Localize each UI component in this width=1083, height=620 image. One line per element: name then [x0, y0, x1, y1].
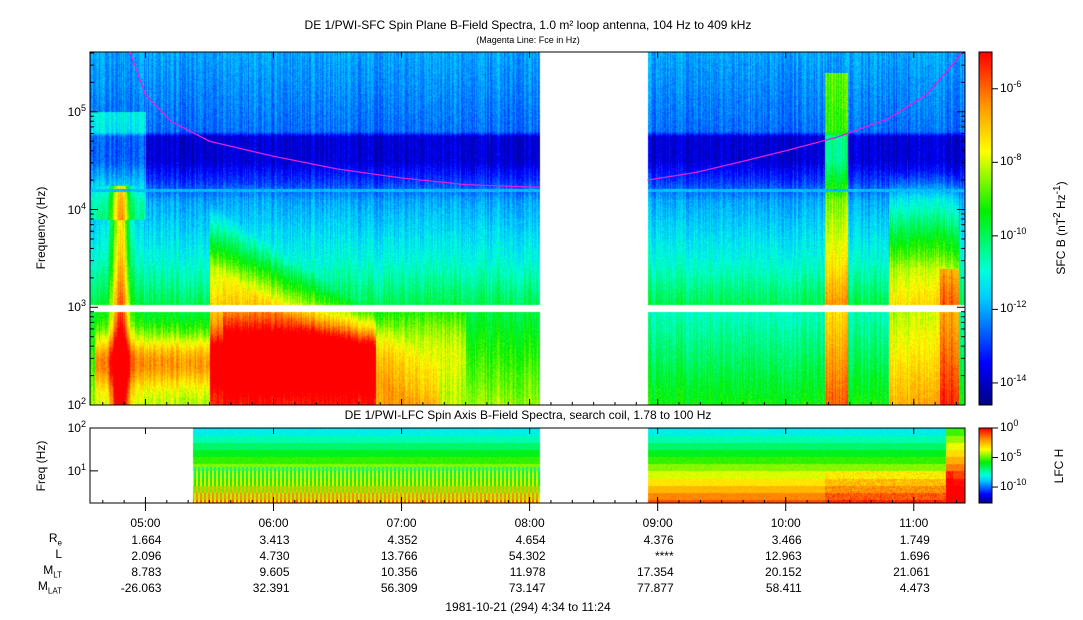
- plot-frame: [89, 51, 966, 406]
- colorbar-frame: [978, 427, 993, 504]
- top-panel-subtitle: (Magenta Line: Fce in Hz): [476, 35, 580, 45]
- ephemeris-value: 4.654: [515, 533, 546, 547]
- ephemeris-row-label: MLT: [43, 563, 62, 580]
- ephemeris-value: 32.391: [252, 581, 290, 595]
- ephemeris-value: 20.152: [765, 565, 802, 579]
- y-tick-label: 105: [67, 102, 86, 119]
- sfc-spectrogram: [90, 52, 965, 405]
- ephemeris-value: -26.063: [120, 581, 162, 595]
- ephemeris-value: 1.749: [899, 533, 930, 547]
- ephemeris-label-sub: LAT: [47, 586, 62, 596]
- y-axis-label: Frequency (Hz): [34, 186, 48, 270]
- y-tick-label: 103: [67, 298, 86, 315]
- ephemeris-value: 8.783: [131, 565, 162, 579]
- tick-exponent: -6: [1013, 78, 1022, 89]
- tick-exponent: -8: [1013, 152, 1022, 163]
- lfc-y-tick-label: 101: [67, 461, 86, 478]
- y-tick-label: 104: [67, 200, 86, 217]
- ephemeris-label-sub: LT: [53, 570, 62, 580]
- colorbar-tick-label: 10-8: [1000, 152, 1022, 169]
- ephemeris-value: ****: [654, 549, 674, 563]
- tick-exponent: 4: [80, 200, 86, 211]
- cb-label-mid: Hz: [1054, 194, 1068, 213]
- lfc-colorbar-label: LFC H: [1052, 448, 1066, 484]
- ephemeris-label-sub: e: [57, 538, 62, 548]
- plot-frame: [89, 427, 966, 504]
- ephemeris-value: 56.309: [380, 581, 418, 595]
- colorbar-tick-label: 10-12: [1000, 299, 1027, 316]
- fce-line-right: [647, 51, 963, 181]
- ephemeris-value: 58.411: [765, 581, 802, 595]
- ephemeris-value: 54.302: [508, 549, 546, 563]
- ephemeris-value: 1.696: [899, 549, 930, 563]
- ephemeris-value: 4.352: [387, 533, 418, 547]
- tick-exponent: -10: [1013, 477, 1027, 488]
- ephemeris-value: 10.356: [380, 565, 418, 579]
- x-tick-label: 10:00: [770, 516, 801, 530]
- ephemeris-value: 4.473: [899, 581, 930, 595]
- cb-label-main: SFC B (nT: [1054, 217, 1068, 275]
- x-tick-label: 09:00: [642, 516, 673, 530]
- x-tick-label: 11:00: [899, 516, 929, 530]
- ephemeris-value: 77.877: [636, 581, 674, 595]
- lfc-y-tick-label: 102: [67, 419, 86, 435]
- cb-label-sup: 2: [1052, 212, 1063, 218]
- ephemeris-value: 2.096: [131, 549, 162, 563]
- ephemeris-row-label: Re: [48, 531, 62, 548]
- ephemeris-row-label: MLAT: [37, 579, 62, 596]
- x-tick-label: 06:00: [258, 516, 289, 530]
- tick-exponent: 2: [80, 396, 86, 406]
- lfc-colorbar-tick-label: 10-5: [1000, 447, 1022, 464]
- bottom-panel-title: DE 1/PWI-LFC Spin Axis B-Field Spectra, …: [344, 408, 712, 422]
- lfc-colorbar-tick-label: 100: [1000, 418, 1019, 434]
- date-footer: 1981-10-21 (294) 4:34 to 11:24: [445, 600, 611, 614]
- x-tick-label: 08:00: [514, 516, 545, 530]
- tick-exponent: 1: [80, 461, 86, 472]
- tick-exponent: -12: [1013, 299, 1027, 310]
- cb-label-sup2: -1: [1052, 185, 1063, 195]
- sfc-colorbar: [979, 52, 992, 405]
- tick-exponent: -10: [1013, 225, 1027, 236]
- colorbar-tick-label: 10-14: [1000, 372, 1027, 389]
- tick-exponent: 3: [80, 298, 86, 309]
- lfc-colorbar: [979, 428, 992, 503]
- colorbar-tick-label: 10-6: [1000, 78, 1022, 95]
- lfc-spectrogram: [90, 428, 965, 503]
- x-tick-label: 07:00: [386, 516, 417, 530]
- ephemeris-value: 3.466: [771, 533, 802, 547]
- ephemeris-value: 21.061: [893, 565, 930, 579]
- ephemeris-row-label: L: [55, 547, 62, 561]
- ephemeris-value: 17.354: [636, 565, 674, 579]
- tick-exponent: -14: [1013, 372, 1027, 383]
- cb-label-end: ): [1054, 181, 1068, 186]
- tick-exponent: 5: [80, 102, 86, 113]
- colorbar-tick-label: 10-10: [1000, 225, 1027, 242]
- lfc-colorbar-tick-label: 10-10: [1000, 477, 1027, 494]
- tick-exponent: 0: [1013, 418, 1019, 428]
- ephemeris-value: 9.605: [259, 565, 290, 579]
- ephemeris-value: 4.376: [643, 533, 674, 547]
- sfc-colorbar-label: SFC B (nT2 Hz-1): [1052, 181, 1068, 274]
- ephemeris-value: 4.730: [259, 549, 290, 563]
- tick-exponent: 2: [80, 419, 86, 429]
- ephemeris-value: 73.147: [508, 581, 546, 595]
- top-panel-title: DE 1/PWI-SFC Spin Plane B-Field Spectra,…: [304, 18, 752, 32]
- x-tick-label: 05:00: [130, 516, 161, 530]
- ephemeris-value: 13.766: [380, 549, 418, 563]
- ephemeris-value: 1.664: [131, 533, 162, 547]
- ephemeris-value: 12.963: [765, 549, 802, 563]
- lfc-y-axis-label: Freq (Hz): [34, 440, 48, 492]
- fce-line-left: [129, 51, 540, 188]
- ephemeris-value: 11.978: [509, 565, 546, 579]
- tick-exponent: -5: [1013, 447, 1022, 458]
- ephemeris-value: 3.413: [259, 533, 290, 547]
- y-tick-label: 102: [67, 396, 86, 412]
- colorbar-frame: [978, 51, 993, 406]
